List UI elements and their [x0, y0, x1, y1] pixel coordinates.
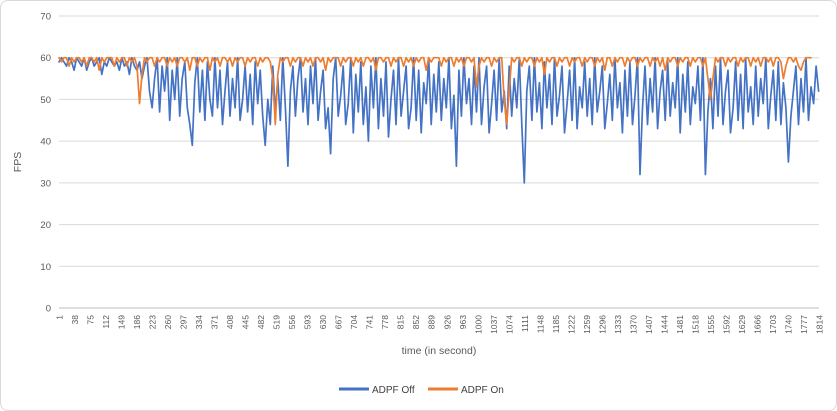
x-tick-297: 297 [179, 315, 189, 329]
series-lines [58, 56, 820, 184]
x-tick-75: 75 [86, 315, 96, 325]
x-tick-741: 741 [365, 315, 375, 329]
series-line-adpf-off [58, 56, 820, 184]
x-tick-1259: 1259 [582, 315, 592, 334]
x-tick-1666: 1666 [752, 315, 762, 334]
y-tick-50: 50 [40, 95, 51, 106]
x-tick-1148: 1148 [535, 315, 545, 334]
x-tick-630: 630 [318, 315, 328, 329]
series-line-adpf-on [58, 56, 812, 126]
x-tick-667: 667 [334, 315, 344, 329]
x-tick-260: 260 [163, 315, 173, 329]
x-tick-963: 963 [458, 315, 468, 329]
x-axis-title: time (in second) [402, 345, 477, 357]
legend-label-adpf-on[interactable]: ADPF On [461, 385, 504, 396]
x-tick-1333: 1333 [613, 315, 623, 334]
x-tick-519: 519 [272, 315, 282, 329]
x-tick-926: 926 [442, 315, 452, 329]
y-tick-70: 70 [40, 12, 51, 23]
x-tick-1074: 1074 [504, 315, 514, 334]
x-tick-1111: 1111 [520, 315, 530, 332]
x-tick-1629: 1629 [737, 315, 747, 334]
y-axis-tick-labels: 0 10 20 30 40 50 60 70 [40, 12, 51, 315]
x-tick-556: 556 [287, 315, 297, 329]
x-axis-tick-labels: 1 38 75 112 149 186 223 260 297 334 371 408 445 482 51… [55, 315, 825, 334]
x-tick-889: 889 [427, 315, 437, 329]
y-tick-30: 30 [40, 178, 51, 189]
x-tick-1444: 1444 [659, 315, 669, 334]
x-tick-1814: 1814 [815, 315, 825, 334]
x-tick-1407: 1407 [644, 315, 654, 334]
x-tick-704: 704 [349, 315, 359, 329]
x-tick-1740: 1740 [783, 315, 793, 334]
gridlines [59, 15, 819, 309]
x-tick-1370: 1370 [628, 315, 638, 334]
x-tick-186: 186 [132, 315, 142, 329]
y-tick-20: 20 [40, 220, 51, 231]
y-tick-60: 60 [40, 53, 51, 64]
x-tick-815: 815 [396, 315, 406, 329]
x-tick-1481: 1481 [675, 315, 685, 334]
x-tick-1296: 1296 [597, 315, 607, 334]
x-tick-1518: 1518 [690, 315, 700, 334]
x-tick-1037: 1037 [489, 315, 499, 334]
legend-label-adpf-off[interactable]: ADPF Off [372, 385, 415, 396]
x-tick-482: 482 [256, 315, 266, 329]
x-tick-1555: 1555 [706, 315, 716, 334]
x-tick-1222: 1222 [566, 315, 576, 334]
x-tick-1: 1 [55, 315, 65, 320]
x-tick-445: 445 [241, 315, 251, 329]
x-tick-1185: 1185 [551, 315, 561, 334]
x-tick-408: 408 [225, 315, 235, 329]
y-tick-10: 10 [40, 262, 51, 273]
x-tick-334: 334 [194, 315, 204, 329]
x-tick-1592: 1592 [721, 315, 731, 334]
x-tick-593: 593 [303, 315, 313, 329]
x-tick-778: 778 [380, 315, 390, 329]
x-tick-1777: 1777 [799, 315, 809, 334]
x-tick-223: 223 [148, 315, 158, 329]
y-axis-title: FPS [12, 152, 24, 172]
y-tick-40: 40 [40, 137, 51, 148]
x-tick-1000: 1000 [473, 315, 483, 334]
x-tick-38: 38 [70, 315, 80, 325]
x-tick-149: 149 [117, 315, 127, 329]
legend: ADPF Off ADPF On [339, 385, 504, 396]
x-tick-112: 112 [101, 315, 111, 329]
x-tick-852: 852 [411, 315, 421, 329]
y-tick-0: 0 [46, 304, 51, 315]
x-tick-371: 371 [210, 315, 220, 329]
x-tick-1703: 1703 [768, 315, 778, 334]
